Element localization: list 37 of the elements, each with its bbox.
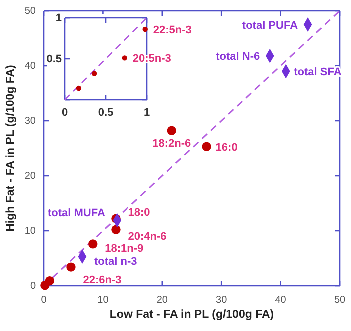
data-label: total N-6	[216, 51, 260, 64]
data-label: 18:1n-9	[105, 243, 144, 256]
x-tick-label: 30	[216, 295, 228, 306]
y-tick-label: 50	[24, 6, 36, 18]
data-label: 16:0	[216, 142, 238, 154]
data-label: total PUFA	[242, 20, 298, 32]
data-label: total MUFA	[48, 208, 106, 220]
point	[40, 280, 50, 290]
data-label: 20:4n-6	[128, 230, 167, 243]
x-tick-label: 40	[275, 295, 287, 306]
y-tick-label: 0	[30, 281, 36, 292]
point	[92, 71, 98, 76]
data-label: 22:6n-3	[83, 274, 122, 286]
point	[122, 56, 128, 61]
x-axis-title: Low Fat - FA in PL (g/100g FA)	[110, 309, 274, 321]
point	[66, 262, 76, 272]
y-tick-label: 10	[24, 226, 36, 238]
x-tick-label: 0	[41, 295, 48, 306]
point	[76, 86, 82, 92]
data-label: 18:2n-6	[152, 138, 192, 150]
point	[167, 126, 176, 136]
x-tick-label: 0.5	[98, 106, 114, 119]
point	[202, 142, 212, 152]
x-tick-label: 20	[156, 295, 168, 306]
point	[88, 240, 98, 249]
data-label: total n-3	[94, 256, 138, 268]
data-label: 22:5n-3	[153, 24, 192, 36]
y-axis-title: High Fat - FA in PL (g/100g FA)	[5, 64, 17, 232]
y-tick-label: 40	[24, 61, 36, 72]
x-tick-label: 1	[144, 106, 150, 119]
x-tick-label: 50	[334, 295, 346, 306]
x-tick-label: 10	[98, 295, 110, 306]
point	[142, 26, 148, 32]
y-tick-label: 30	[24, 116, 36, 128]
point	[112, 225, 121, 234]
y-tick-label: 20	[24, 171, 36, 182]
data-label: 18:0	[128, 206, 150, 219]
